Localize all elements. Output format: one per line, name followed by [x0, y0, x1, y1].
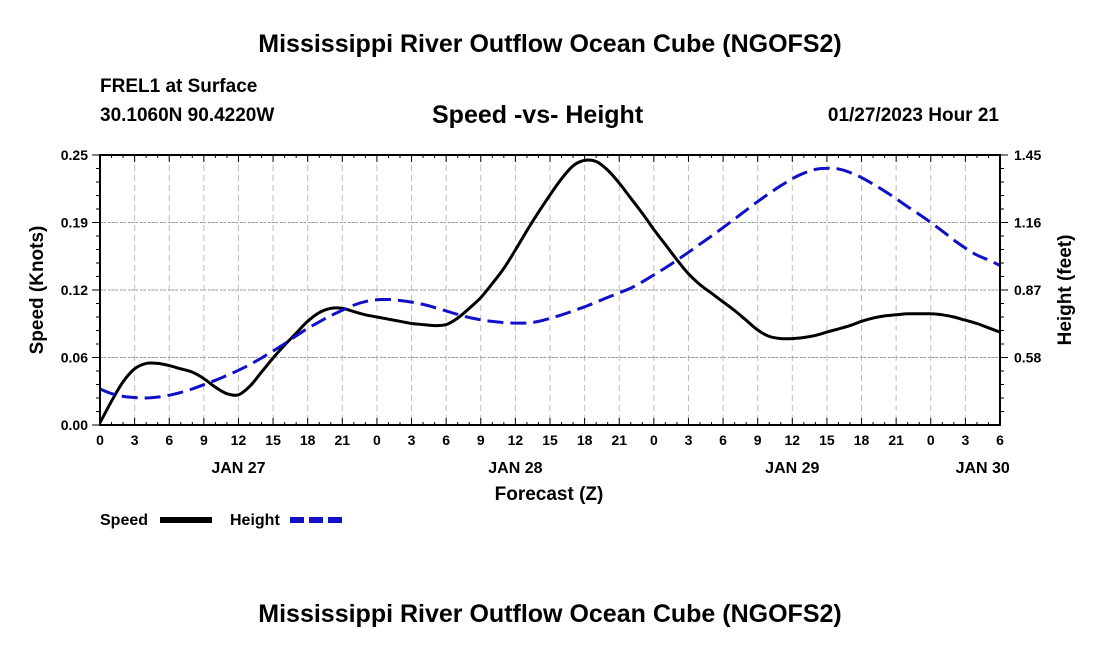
x-tick-label: 15	[542, 432, 558, 448]
x-tick-label: 12	[508, 432, 524, 448]
x-tick-label: 18	[854, 432, 870, 448]
y-axis-label: Speed (Knots)	[27, 226, 48, 355]
x-tick-label: 21	[611, 432, 627, 448]
x-tick-label: 0	[650, 432, 658, 448]
x-tick-label: 21	[888, 432, 904, 448]
x-tick-label: 9	[754, 432, 762, 448]
station-label: FREL1 at Surface	[100, 76, 258, 97]
x-tick-label: 3	[131, 432, 139, 448]
x-tick-label: 12	[785, 432, 801, 448]
y-tick-label: 0.00	[61, 417, 88, 433]
x-tick-label: 6	[719, 432, 727, 448]
y2-tick-label: 0.87	[1014, 282, 1041, 298]
legend: Speed Height	[100, 512, 342, 529]
y-tick-label: 0.06	[61, 350, 88, 366]
coordinates-label: 30.1060N 90.4220W	[100, 105, 275, 126]
x-tick-label: 15	[819, 432, 835, 448]
series-group	[98, 158, 1001, 424]
y2-tick-label: 1.45	[1014, 147, 1041, 163]
x-tick-label: 6	[165, 432, 173, 448]
x-tick-label: 0	[927, 432, 935, 448]
x-tick-label: 21	[335, 432, 351, 448]
chart-subtitle: Speed -vs- Height	[432, 101, 644, 129]
x-tick-label: 3	[408, 432, 416, 448]
x-tick-label: 3	[685, 432, 693, 448]
y-tick-label: 0.25	[61, 147, 88, 163]
x-tick-label: 9	[477, 432, 485, 448]
x-tick-label: 18	[577, 432, 593, 448]
date-label: JAN 28	[488, 460, 542, 477]
legend-height-label: Height	[230, 512, 280, 529]
legend-speed-label: Speed	[100, 512, 148, 529]
axis-ticks	[92, 154, 1008, 426]
x-tick-label: 12	[231, 432, 247, 448]
x-axis-label: Forecast (Z)	[495, 484, 604, 505]
x-tick-label: 0	[96, 432, 104, 448]
series-line-speed	[98, 158, 1001, 424]
axis-tick-labels: 0 3 6 9 12 15 18 21 0 3 6 9 12 15 18 21 0 3 6 9 12 15 18 21 0 3 6 J…	[61, 147, 1042, 477]
x-tick-label: 9	[200, 432, 208, 448]
y-tick-label: 0.19	[61, 215, 88, 231]
footer-title: Mississippi River Outflow Ocean Cube (NG…	[258, 600, 842, 628]
y-tick-label: 0.12	[61, 282, 88, 298]
date-label: JAN 30	[956, 460, 1010, 477]
x-tick-label: 0	[373, 432, 381, 448]
y2-axis-label: Height (feet)	[1055, 235, 1076, 346]
x-tick-label: 6	[442, 432, 450, 448]
forecast-timestamp: 01/27/2023 Hour 21	[827, 105, 999, 126]
date-label: JAN 29	[765, 460, 819, 477]
chart-main-title: Mississippi River Outflow Ocean Cube (NG…	[258, 30, 842, 58]
x-tick-label: 15	[265, 432, 281, 448]
x-tick-label: 6	[996, 432, 1004, 448]
date-label: JAN 27	[211, 460, 265, 477]
x-tick-label: 18	[300, 432, 316, 448]
series-line-height	[99, 166, 1001, 400]
y2-tick-label: 0.58	[1014, 350, 1041, 366]
x-tick-label: 3	[961, 432, 969, 448]
y2-tick-label: 1.16	[1014, 215, 1041, 231]
